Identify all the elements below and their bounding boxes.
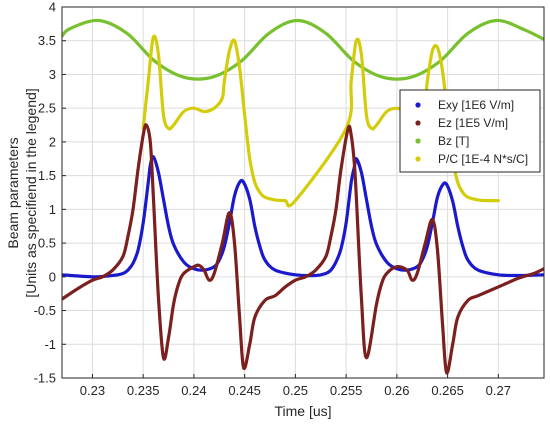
legend-marker (415, 102, 421, 108)
x-axis-label: Time [us] (274, 403, 331, 419)
y-tick-label: -1 (44, 337, 56, 352)
x-tick-label: 0.25 (283, 383, 308, 398)
x-tick-label: 0.245 (228, 383, 261, 398)
y-tick-label: 0 (49, 269, 56, 284)
series-group (62, 18, 544, 375)
x-tick-label: 0.26 (384, 383, 409, 398)
y-tick-label: 2.5 (38, 101, 56, 116)
legend-marker (415, 120, 421, 126)
plot-frame (61, 6, 545, 379)
y-tick-label: 3.5 (38, 33, 56, 48)
y-tick-label: 0.5 (38, 236, 56, 251)
legend: Exy [1E6 V/m] Ez [1E5 V/m] Bz [T] P/C [1E-4… (399, 89, 541, 173)
legend-marker (415, 156, 421, 162)
x-tick-label: 0.255 (330, 383, 363, 398)
x-tick-label: 0.27 (486, 383, 511, 398)
y-axis-label: Beam parameters [Units as specifiend in … (5, 88, 39, 297)
series-line-bz (62, 18, 544, 81)
y-tick-label: 1.5 (38, 168, 56, 183)
y-axis-label-line-1: Beam parameters (5, 137, 21, 248)
x-tick-label: 0.23 (80, 383, 105, 398)
x-tick-label: 0.24 (181, 383, 206, 398)
y-tick-label: -1.5 (34, 371, 56, 386)
x-tick-label: 0.235 (127, 383, 160, 398)
legend-label: Ez [1E5 V/m] (438, 116, 508, 130)
legend-marker (415, 138, 421, 144)
y-tick-label: 1 (49, 202, 56, 217)
series-line-ez (62, 123, 544, 375)
legend-box (399, 89, 541, 173)
y-tick-label: 2 (49, 134, 56, 149)
y-tick-label: 3 (49, 67, 56, 82)
legend-label: Exy [1E6 V/m] (438, 98, 514, 112)
x-tick-label: 0.265 (431, 383, 464, 398)
plot-area (62, 18, 544, 375)
y-axis-label-line-2: [Units as specifiend in the legend] (23, 88, 39, 297)
y-tick-label: 4 (49, 0, 56, 15)
tick-labels: 0.23 0.235 0.24 0.245 0.25 0.255 0.26 0.265 0.27… (34, 0, 511, 398)
legend-label: Bz [T] (438, 134, 469, 148)
series-line-pc (141, 34, 500, 208)
y-tick-label: -0.5 (34, 303, 56, 318)
legend-label: P/C [1E-4 N*s/C] (438, 152, 528, 166)
